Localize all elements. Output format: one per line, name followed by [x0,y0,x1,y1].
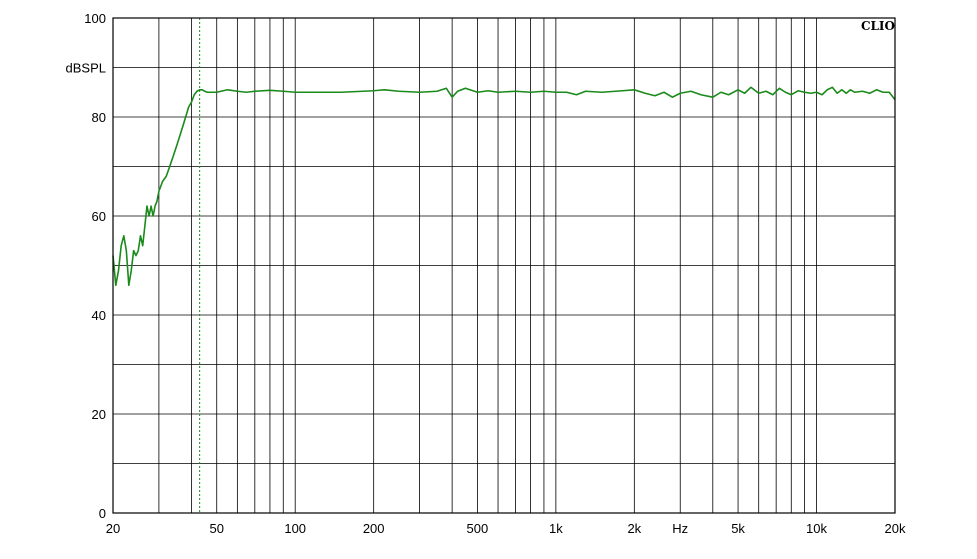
y-tick-label: 40 [92,308,106,323]
brand-label: CLIO [861,19,895,33]
y-axis-ticks: 0 20 40 60 80 100 [84,11,106,521]
x-tick-label: 1k [549,521,563,536]
plot-frame [112,17,896,514]
y-axis-label: dBSPL [66,61,106,76]
y-tick-label: 0 [99,506,106,521]
series-line [112,86,896,287]
y-tick-label: 20 [92,407,106,422]
series-layer [112,86,896,287]
x-tick-label: 5k [731,521,745,536]
x-tick-label: 20 [106,521,120,536]
y-tick-label: 80 [92,110,106,125]
x-tick-label: 50 [209,521,223,536]
x-tick-label: 10k [806,521,827,536]
x-tick-label: 200 [363,521,385,536]
x-axis-unit-label: Hz [672,521,688,536]
x-tick-label: 500 [467,521,489,536]
x-tick-label: 20k [885,521,906,536]
x-tick-label: 100 [284,521,306,536]
y-tick-label: 60 [92,209,106,224]
x-tick-label: 2k [627,521,641,536]
y-tick-label: 100 [84,11,106,26]
grid [112,18,896,513]
x-axis-ticks: 20 50 100 200 500 1k 2k 5k 10k 20k [106,521,906,536]
